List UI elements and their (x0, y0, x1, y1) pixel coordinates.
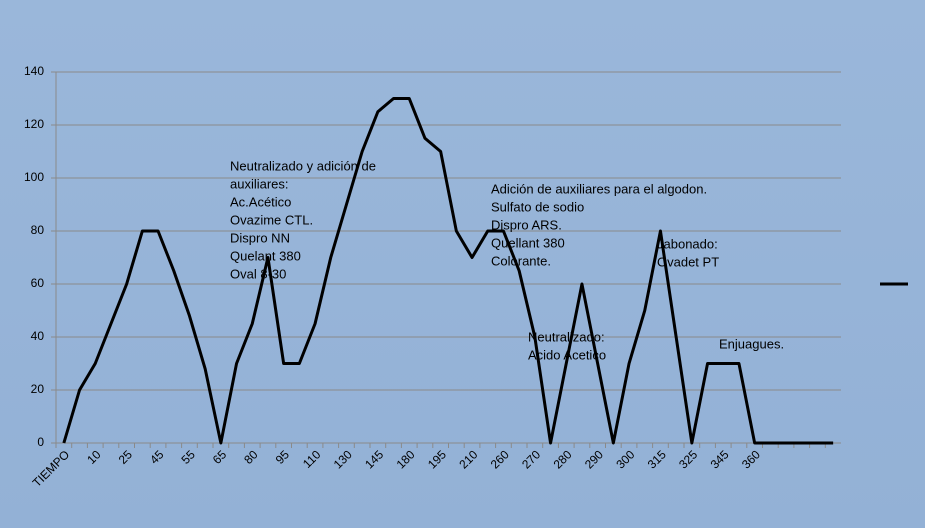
annotation: Dispro NN (230, 230, 290, 245)
annotation: Ac.Acético (230, 194, 291, 209)
annotation: Oval 8-30 (230, 266, 286, 281)
annotation: Colorante. (491, 253, 551, 268)
annotation: Acido Acetico (528, 347, 606, 362)
y-tick-label: 140 (24, 64, 44, 78)
y-tick-label: 80 (31, 223, 45, 237)
annotation: Adición de auxiliares para el algodon. (491, 181, 707, 196)
annotation: Sulfato de sodio (491, 199, 584, 214)
y-tick-label: 0 (37, 435, 44, 449)
annotation: Quelant 380 (230, 248, 301, 263)
annotation: Dispro ARS. (491, 217, 562, 232)
y-tick-label: 40 (31, 329, 45, 343)
data-line (62, 97, 834, 445)
annotation: Neutralizado: (528, 329, 605, 344)
y-tick-label: 60 (31, 276, 45, 290)
y-tick-label: 120 (24, 117, 44, 131)
annotation: Neutralizado y adición de (230, 158, 376, 173)
annotation: Jabonado: (657, 236, 718, 251)
annotation: Quellant 380 (491, 235, 565, 250)
annotation: Ovadet PT (657, 254, 719, 269)
annotation: Enjuagues. (719, 336, 784, 351)
y-tick-label: 100 (24, 170, 44, 184)
annotation: Ovazime CTL. (230, 212, 313, 227)
annotation: auxiliares: (230, 176, 289, 191)
y-tick-label: 20 (31, 382, 45, 396)
